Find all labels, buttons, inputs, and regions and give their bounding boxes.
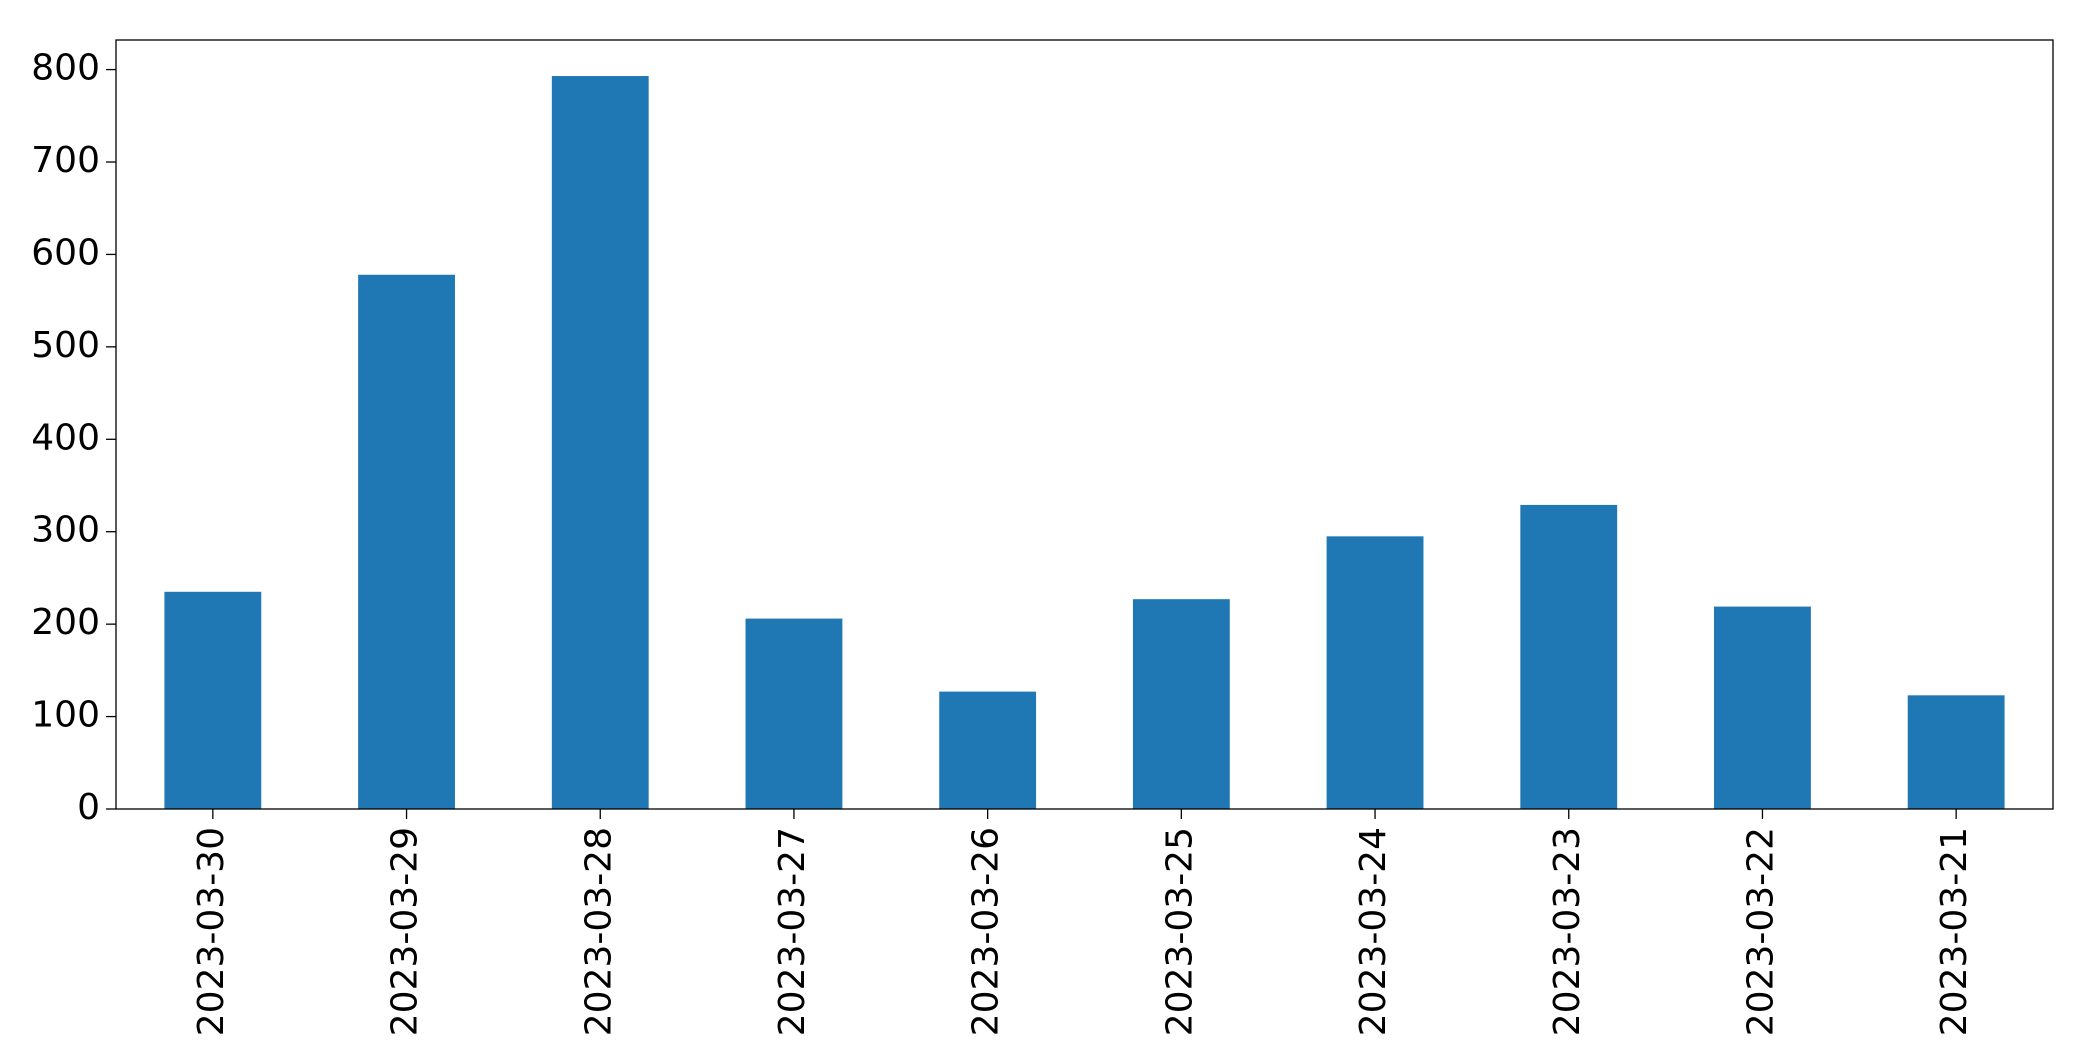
x-tick-label: 2023-03-22: [1740, 827, 1781, 1036]
y-tick-label: 100: [31, 695, 100, 736]
y-tick-label: 600: [31, 232, 100, 273]
bar: [1907, 695, 2005, 809]
bar: [939, 691, 1037, 809]
bar: [1132, 599, 1230, 809]
bar: [358, 274, 455, 809]
bar: [1520, 504, 1618, 809]
y-tick-label: 200: [31, 602, 100, 643]
x-tick-label: 2023-03-26: [966, 827, 1007, 1036]
bar: [164, 591, 262, 809]
x-tick-label: 2023-03-21: [1934, 827, 1975, 1036]
x-tick-label: 2023-03-30: [191, 827, 232, 1036]
bar: [551, 76, 649, 809]
y-tick-label: 0: [77, 787, 100, 828]
y-tick-label: 400: [31, 417, 100, 458]
x-tick-label: 2023-03-27: [772, 827, 813, 1036]
bar: [1326, 536, 1424, 809]
y-tick-label: 800: [31, 48, 100, 89]
plot-frame: [115, 39, 2054, 810]
y-tick-label: 700: [31, 140, 100, 181]
bar: [1714, 606, 1811, 809]
y-tick-label: 300: [31, 510, 100, 551]
x-tick-label: 2023-03-23: [1547, 827, 1588, 1036]
x-tick-label: 2023-03-29: [385, 827, 426, 1036]
x-tick-label: 2023-03-24: [1353, 827, 1394, 1036]
x-tick-label: 2023-03-28: [578, 827, 619, 1036]
x-tick-label: 2023-03-25: [1159, 827, 1200, 1036]
bar: [745, 618, 843, 809]
y-tick-label: 500: [31, 325, 100, 366]
